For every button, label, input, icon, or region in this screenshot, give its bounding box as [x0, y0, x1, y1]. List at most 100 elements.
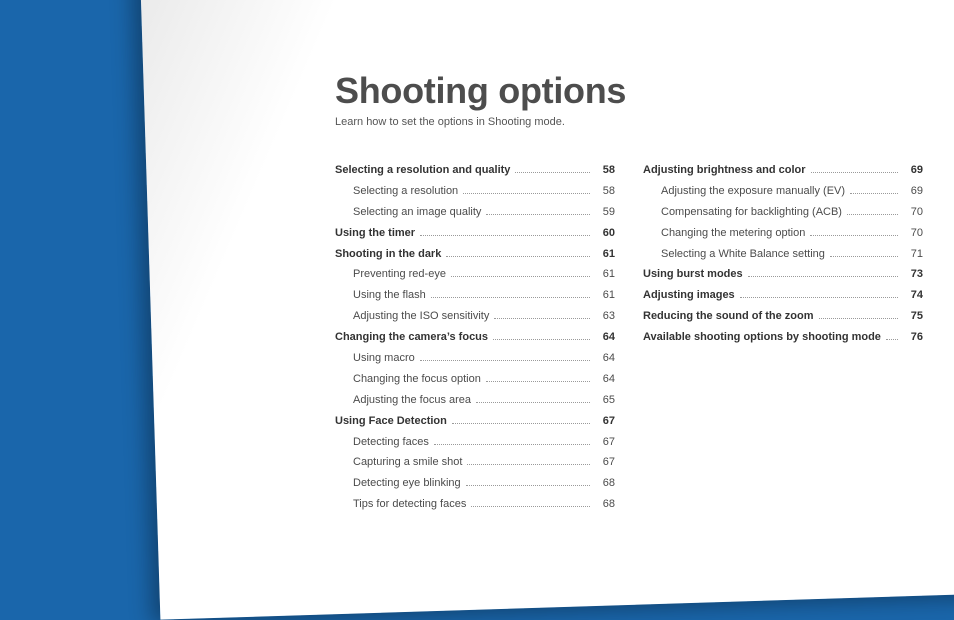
- toc-page-number: 61: [595, 285, 615, 306]
- toc-page-number: 71: [903, 244, 923, 265]
- toc-page-number: 76: [903, 327, 923, 348]
- toc-page-number: 58: [595, 181, 615, 202]
- toc-row[interactable]: Using Face Detection 67: [335, 411, 615, 432]
- toc-row[interactable]: Changing the metering option70: [643, 223, 923, 244]
- toc-label: Compensating for backlighting (ACB): [643, 202, 842, 223]
- toc-label: Using macro: [335, 348, 415, 369]
- toc-page-number: 67: [595, 452, 615, 473]
- toc-label: Adjusting images: [643, 285, 735, 306]
- toc-row[interactable]: Adjusting brightness and color 69: [643, 160, 923, 181]
- toc-leader-dots: [810, 235, 898, 236]
- toc-label: Capturing a smile shot: [335, 452, 462, 473]
- toc-label: Changing the focus option: [335, 369, 481, 390]
- toc-leader-dots: [886, 339, 898, 340]
- toc-row[interactable]: Shooting in the dark 61: [335, 244, 615, 265]
- toc-column-left: Selecting a resolution and quality58Sele…: [335, 160, 615, 515]
- toc-leader-dots: [515, 172, 590, 173]
- toc-row[interactable]: Capturing a smile shot 67: [335, 452, 615, 473]
- toc-row[interactable]: Selecting a resolution 58: [335, 181, 615, 202]
- toc-row[interactable]: Using burst modes73: [643, 264, 923, 285]
- toc-leader-dots: [420, 235, 590, 236]
- toc-page-number: 67: [595, 411, 615, 432]
- toc-page-number: 60: [595, 223, 615, 244]
- document-page: Shooting options Learn how to set the op…: [140, 0, 954, 620]
- toc-row[interactable]: Changing the focus option64: [335, 369, 615, 390]
- toc-leader-dots: [850, 193, 898, 194]
- toc-leader-dots: [420, 360, 590, 361]
- toc-page-number: 58: [595, 160, 615, 181]
- toc-page-number: 68: [595, 494, 615, 515]
- toc-row[interactable]: Preventing red-eye 61: [335, 264, 615, 285]
- toc-row[interactable]: Available shooting options by shooting m…: [643, 327, 923, 348]
- toc-label: Using burst modes: [643, 264, 743, 285]
- toc-label: Detecting eye blinking: [335, 473, 461, 494]
- toc-page-number: 59: [595, 202, 615, 223]
- toc-page-number: 64: [595, 348, 615, 369]
- toc-label: Changing the camera’s focus: [335, 327, 488, 348]
- toc-row[interactable]: Using macro 64: [335, 348, 615, 369]
- toc-leader-dots: [847, 214, 898, 215]
- toc-page-number: 69: [903, 160, 923, 181]
- toc-leader-dots: [740, 297, 898, 298]
- toc-row[interactable]: Detecting eye blinking 68: [335, 473, 615, 494]
- toc-leader-dots: [467, 464, 590, 465]
- toc-row[interactable]: Selecting a White Balance setting 71: [643, 244, 923, 265]
- toc-leader-dots: [811, 172, 898, 173]
- toc-row[interactable]: Compensating for backlighting (ACB) 70: [643, 202, 923, 223]
- toc-label: Shooting in the dark: [335, 244, 441, 265]
- toc-page-number: 68: [595, 473, 615, 494]
- toc-label: Adjusting the focus area: [335, 390, 471, 411]
- toc-columns: Selecting a resolution and quality58Sele…: [335, 160, 954, 515]
- toc-row[interactable]: Using the timer 60: [335, 223, 615, 244]
- toc-row[interactable]: Changing the camera’s focus 64: [335, 327, 615, 348]
- toc-leader-dots: [486, 381, 590, 382]
- toc-row[interactable]: Adjusting the exposure manually (EV) 69: [643, 181, 923, 202]
- toc-label: Preventing red-eye: [335, 264, 446, 285]
- toc-label: Changing the metering option: [643, 223, 805, 244]
- toc-page-number: 70: [903, 202, 923, 223]
- toc-leader-dots: [431, 297, 590, 298]
- toc-row[interactable]: Selecting an image quality 59: [335, 202, 615, 223]
- toc-leader-dots: [466, 485, 590, 486]
- toc-label: Using the flash: [335, 285, 426, 306]
- toc-page-number: 61: [595, 244, 615, 265]
- toc-label: Adjusting brightness and color: [643, 160, 806, 181]
- page-title: Shooting options: [335, 70, 954, 112]
- toc-page-number: 69: [903, 181, 923, 202]
- toc-leader-dots: [476, 402, 590, 403]
- toc-row[interactable]: Tips for detecting faces68: [335, 494, 615, 515]
- page-content: Shooting options Learn how to set the op…: [140, 0, 954, 515]
- toc-label: Using Face Detection: [335, 411, 447, 432]
- toc-row[interactable]: Adjusting the focus area 65: [335, 390, 615, 411]
- toc-page-number: 75: [903, 306, 923, 327]
- toc-page-number: 65: [595, 390, 615, 411]
- toc-label: Using the timer: [335, 223, 415, 244]
- toc-leader-dots: [493, 339, 590, 340]
- toc-column-right: Adjusting brightness and color69Adjustin…: [643, 160, 923, 515]
- toc-label: Selecting a White Balance setting: [643, 244, 825, 265]
- toc-leader-dots: [494, 318, 590, 319]
- toc-label: Selecting a resolution: [335, 181, 458, 202]
- toc-page-number: 64: [595, 327, 615, 348]
- toc-leader-dots: [471, 506, 590, 507]
- toc-page-number: 67: [595, 432, 615, 453]
- toc-page-number: 74: [903, 285, 923, 306]
- toc-leader-dots: [748, 276, 898, 277]
- toc-row[interactable]: Detecting faces 67: [335, 432, 615, 453]
- toc-row[interactable]: Adjusting images 74: [643, 285, 923, 306]
- toc-label: Selecting a resolution and quality: [335, 160, 510, 181]
- page-subtitle: Learn how to set the options in Shooting…: [335, 116, 954, 128]
- toc-label: Available shooting options by shooting m…: [643, 327, 881, 348]
- toc-label: Reducing the sound of the zoom: [643, 306, 814, 327]
- toc-row[interactable]: Reducing the sound of the zoom 75: [643, 306, 923, 327]
- toc-leader-dots: [463, 193, 590, 194]
- toc-label: Selecting an image quality: [335, 202, 481, 223]
- toc-leader-dots: [830, 256, 898, 257]
- toc-row[interactable]: Using the flash 61: [335, 285, 615, 306]
- toc-row[interactable]: Selecting a resolution and quality 58: [335, 160, 615, 181]
- toc-label: Detecting faces: [335, 432, 429, 453]
- toc-label: Adjusting the ISO sensitivity: [335, 306, 489, 327]
- toc-row[interactable]: Adjusting the ISO sensitivity63: [335, 306, 615, 327]
- toc-page-number: 61: [595, 264, 615, 285]
- toc-label: Adjusting the exposure manually (EV): [643, 181, 845, 202]
